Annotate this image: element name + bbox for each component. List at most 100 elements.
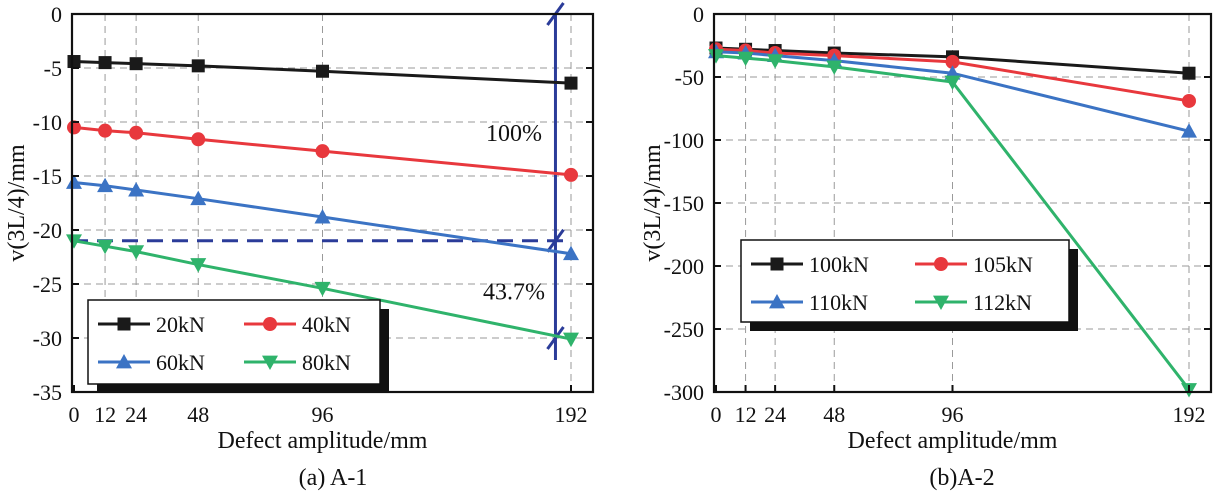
y-tick-label: -50: [675, 65, 704, 90]
x-axis-title: Defect amplitude/mm: [848, 428, 1058, 454]
data-point-112kN: [737, 51, 754, 67]
data-point-60kN: [314, 209, 331, 224]
legend-marker: [770, 257, 784, 271]
x-tick-label: 48: [823, 402, 845, 427]
y-tick-label: -300: [664, 380, 704, 405]
legend-box: [87, 299, 381, 385]
data-point-105kN: [1182, 93, 1196, 108]
legend-marker: [934, 257, 948, 271]
data-point-60kN: [66, 174, 82, 189]
data-point-80kN: [66, 234, 82, 249]
data-point-20kN: [191, 59, 205, 73]
data-point-112kN: [767, 54, 784, 69]
data-point-20kN: [129, 57, 143, 71]
data-point-112kN: [944, 75, 961, 91]
y-tick-label: -25: [33, 272, 62, 297]
data-point-60kN: [128, 182, 145, 197]
data-point-20kN: [98, 56, 112, 70]
legend-marker: [117, 317, 131, 331]
x-tick-label: 0: [711, 402, 722, 427]
y-tick-label: -30: [33, 326, 62, 351]
data-point-80kN: [97, 239, 114, 255]
y-axis-title: v(3L/4)/mm: [640, 144, 666, 262]
y-tick-label: -10: [33, 110, 62, 135]
chart-panel-a: 100% 43.7% 0 -5 -10 -15 -20 -25 -30 -35 0 12 24 48 96 1…: [4, 2, 595, 491]
series-line-112kN: [715, 54, 1191, 391]
data-point-40kN: [98, 123, 113, 138]
legend-marker: [262, 355, 278, 370]
legend-label: 110kN: [809, 290, 868, 315]
data-point-40kN: [191, 132, 206, 147]
legend-marker: [116, 354, 132, 369]
legend-label: 100kN: [809, 252, 869, 277]
data-point-60kN: [190, 190, 207, 206]
series-line-60kN: [73, 180, 572, 256]
legend-box: [740, 239, 1070, 323]
legend-label: 60kN: [156, 350, 205, 375]
legend-marker: [263, 317, 277, 331]
data-point-112kN: [826, 60, 843, 75]
y-tick-label: -200: [664, 254, 704, 279]
x-tick-label: 96: [312, 402, 334, 427]
legend-marker: [933, 295, 949, 310]
y-tick-label: -35: [33, 380, 62, 405]
legend-item-105kN: 105kN: [915, 252, 1033, 277]
panel-caption: (b)A-2: [929, 465, 994, 491]
data-point-40kN: [67, 120, 81, 135]
x-tick-label: 24: [764, 402, 786, 427]
legend-item-80kN: 80kN: [244, 350, 351, 375]
x-tick-label: 192: [1173, 402, 1206, 427]
x-tick-label: 96: [942, 402, 964, 427]
data-point-80kN: [563, 332, 579, 348]
data-point-20kN: [564, 76, 578, 90]
series-line-80kN: [73, 239, 572, 341]
legend: 20kN 40kN 60kN 80kN: [87, 299, 389, 393]
legend-item-110kN: 110kN: [751, 290, 868, 315]
legend-marker: [769, 294, 785, 309]
legend-item-100kN: 100kN: [751, 252, 869, 277]
dimension-tick: [546, 326, 565, 350]
y-tick-label: -20: [33, 218, 62, 243]
data-point-105kN: [945, 54, 960, 69]
dimension-tick: [546, 228, 565, 253]
y-tick-label: -15: [33, 164, 62, 189]
annotation-label: 43.7%: [483, 280, 545, 306]
x-tick-label: 24: [125, 402, 147, 427]
data-point-60kN: [97, 177, 114, 193]
legend-item-60kN: 60kN: [98, 350, 205, 375]
data-point-40kN: [315, 144, 330, 159]
y-tick-label: 0: [693, 2, 704, 27]
x-tick-label: 12: [94, 402, 116, 427]
data-point-80kN: [314, 281, 331, 297]
y-axis-title: v(3L/4)/mm: [4, 144, 30, 262]
legend-label: 40kN: [302, 312, 351, 337]
panel-caption: (a) A-1: [299, 465, 368, 491]
x-axis-title: Defect amplitude/mm: [218, 428, 428, 454]
legend-label: 20kN: [156, 312, 205, 337]
data-point-112kN: [708, 49, 724, 64]
data-point-20kN: [67, 55, 81, 69]
annotation-label: 100%: [486, 121, 542, 147]
y-tick-label: -250: [664, 317, 704, 342]
data-point-20kN: [316, 64, 329, 78]
legend-label: 112kN: [973, 290, 1032, 315]
data-point-110kN: [1181, 123, 1197, 138]
y-tick-label: -5: [44, 56, 62, 81]
data-point-40kN: [129, 125, 144, 140]
data-point-80kN: [128, 245, 145, 260]
legend-item-40kN: 40kN: [244, 312, 351, 337]
legend-item-20kN: 20kN: [98, 312, 205, 337]
legend-item-112kN: 112kN: [915, 290, 1032, 315]
x-tick-label: 0: [69, 402, 80, 427]
data-point-40kN: [564, 167, 578, 182]
legend-label: 105kN: [973, 252, 1033, 277]
x-tick-label: 48: [187, 402, 209, 427]
y-tick-label: -150: [664, 191, 704, 216]
x-tick-label: 12: [735, 402, 757, 427]
data-point-60kN: [563, 245, 579, 261]
legend: 100kN 105kN 110kN 112kN: [740, 239, 1078, 331]
data-point-80kN: [190, 258, 207, 273]
x-tick-label: 192: [555, 402, 588, 427]
y-tick-label: -100: [664, 128, 704, 153]
